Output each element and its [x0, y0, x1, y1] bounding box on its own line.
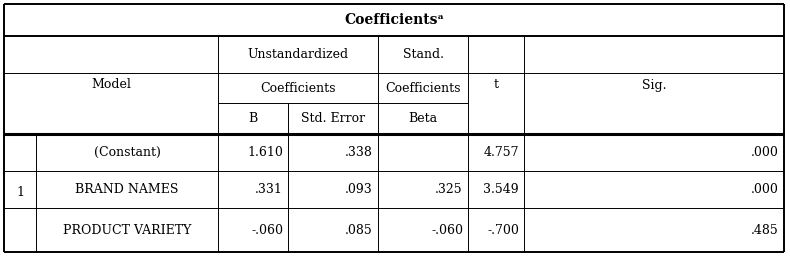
Text: -.060: -.060 [251, 223, 283, 237]
Text: B: B [248, 112, 258, 125]
Text: Coefficientsᵃ: Coefficientsᵃ [344, 13, 444, 27]
Text: .338: .338 [345, 146, 373, 159]
Text: .085: .085 [345, 223, 373, 237]
Text: Coefficients: Coefficients [260, 81, 336, 94]
Text: 4.757: 4.757 [483, 146, 519, 159]
Text: Std. Error: Std. Error [301, 112, 365, 125]
Text: Stand.: Stand. [402, 48, 443, 61]
Text: PRODUCT VARIETY: PRODUCT VARIETY [63, 223, 191, 237]
Text: Beta: Beta [408, 112, 438, 125]
Text: Unstandardized: Unstandardized [247, 48, 348, 61]
Text: .485: .485 [751, 223, 779, 237]
Text: .000: .000 [751, 146, 779, 159]
Text: -.700: -.700 [487, 223, 519, 237]
Text: 3.549: 3.549 [483, 183, 519, 196]
Text: .325: .325 [435, 183, 463, 196]
Text: t: t [494, 79, 498, 91]
Text: .331: .331 [255, 183, 283, 196]
Text: 1.610: 1.610 [247, 146, 283, 159]
Text: Sig.: Sig. [641, 79, 666, 91]
Text: .000: .000 [751, 183, 779, 196]
Text: 1: 1 [16, 187, 24, 199]
Text: -.060: -.060 [431, 223, 463, 237]
Text: Model: Model [91, 79, 131, 91]
Text: .093: .093 [345, 183, 373, 196]
Text: BRAND NAMES: BRAND NAMES [75, 183, 179, 196]
Text: (Constant): (Constant) [93, 146, 160, 159]
Text: Coefficients: Coefficients [386, 81, 461, 94]
